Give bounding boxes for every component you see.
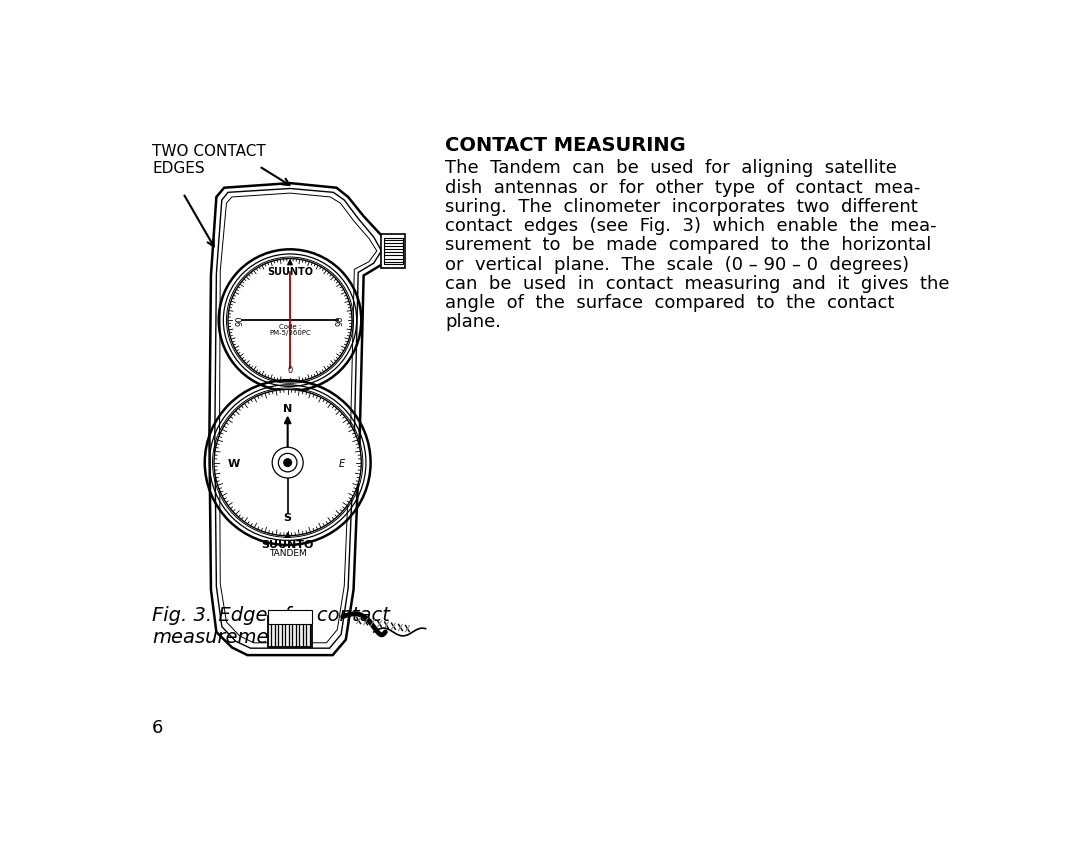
PathPatch shape: [210, 184, 389, 655]
Text: dish  antennas  or  for  other  type  of  contact  mea-: dish antennas or for other type of conta…: [445, 178, 920, 196]
Text: W: W: [227, 458, 240, 468]
Text: SUUNTO: SUUNTO: [267, 267, 313, 277]
Text: PM-5/360PC: PM-5/360PC: [269, 330, 311, 336]
Bar: [268, 616, 312, 647]
Text: 0: 0: [287, 366, 293, 374]
Text: TANDEM: TANDEM: [269, 548, 307, 557]
Text: The  Tandem  can  be  used  for  aligning  satellite: The Tandem can be used for aligning sate…: [445, 160, 896, 177]
Text: CONTACT MEASURING: CONTACT MEASURING: [445, 136, 686, 155]
Text: angle  of  the  surface  compared  to  the  contact: angle of the surface compared to the con…: [445, 294, 894, 312]
Text: or  vertical  plane.  The  scale  (0 – 90 – 0  degrees): or vertical plane. The scale (0 – 90 – 0…: [445, 255, 909, 274]
Text: surement  to  be  made  compared  to  the  horizontal: surement to be made compared to the hori…: [445, 236, 931, 254]
Text: TWO CONTACT
EDGES: TWO CONTACT EDGES: [152, 144, 266, 177]
Text: contact  edges  (see  Fig.  3)  which  enable  the  mea-: contact edges (see Fig. 3) which enable …: [445, 217, 936, 235]
Circle shape: [214, 390, 362, 537]
Text: E: E: [339, 458, 345, 468]
Text: S: S: [284, 513, 292, 523]
Bar: [381, 235, 405, 269]
Circle shape: [272, 448, 303, 479]
Text: 6: 6: [152, 718, 163, 736]
Text: Code :: Code :: [279, 324, 301, 330]
Bar: [383, 239, 403, 264]
Bar: [268, 611, 312, 624]
Text: suring.  The  clinometer  incorporates  two  different: suring. The clinometer incorporates two …: [445, 198, 918, 216]
Circle shape: [284, 459, 292, 467]
Text: Fig. 3. Edges for contact
measurement: Fig. 3. Edges for contact measurement: [152, 606, 390, 647]
Polygon shape: [287, 261, 293, 265]
Text: N: N: [283, 403, 293, 414]
Circle shape: [279, 454, 297, 473]
Polygon shape: [285, 533, 291, 537]
Circle shape: [228, 259, 352, 382]
Text: 90: 90: [235, 316, 245, 326]
Text: can  be  used  in  contact  measuring  and  it  gives  the: can be used in contact measuring and it …: [445, 275, 949, 293]
Text: SUUNTO: SUUNTO: [261, 539, 314, 549]
Text: 90: 90: [335, 316, 345, 326]
Text: plane.: plane.: [445, 313, 501, 331]
